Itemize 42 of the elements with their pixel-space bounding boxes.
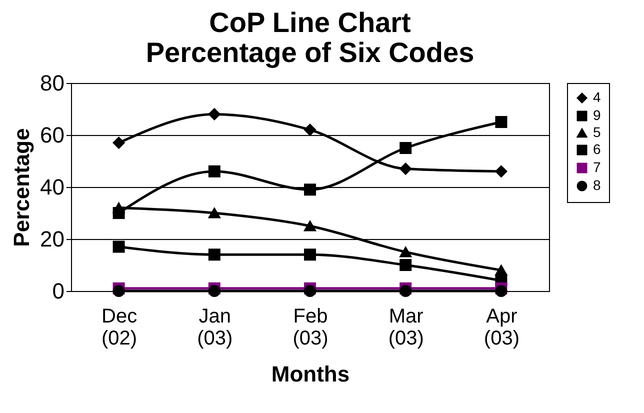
point — [304, 285, 316, 297]
point — [400, 162, 412, 175]
point — [208, 165, 220, 178]
x-tick-label: Dec (02) — [102, 306, 138, 350]
point — [400, 259, 412, 271]
text: CoP Line Chart — [209, 7, 411, 38]
legend-label: 9 — [593, 107, 601, 123]
y-tick-label: 20 — [40, 226, 64, 252]
point — [208, 248, 220, 261]
y-axis-title: Percentage — [9, 128, 34, 247]
legend-label: 5 — [593, 124, 601, 140]
point — [304, 124, 316, 136]
point — [400, 246, 412, 258]
point — [208, 208, 220, 218]
legend-label: 7 — [593, 159, 601, 175]
point — [495, 285, 508, 297]
legend-label: 8 — [593, 177, 601, 193]
point — [495, 165, 508, 178]
point — [112, 136, 125, 149]
point — [304, 220, 316, 232]
point — [304, 248, 316, 261]
point — [112, 240, 125, 253]
point — [304, 184, 316, 196]
x-tick-label: Apr (03) — [484, 306, 520, 350]
x-tick-label: Jan (03) — [197, 306, 233, 350]
y-tick-label: 40 — [40, 174, 64, 200]
y-tick-label: 60 — [40, 122, 64, 148]
text: Percentage of Six Codes — [146, 37, 474, 68]
legend-label: 6 — [593, 141, 601, 157]
point — [112, 202, 125, 214]
y-tick-label: 80 — [40, 70, 64, 96]
legend-label: 4 — [593, 89, 601, 105]
point — [495, 116, 508, 128]
point — [208, 285, 220, 297]
point — [400, 142, 412, 154]
point — [208, 108, 220, 120]
point — [400, 285, 412, 297]
y-tick-label: 0 — [52, 278, 64, 304]
point — [112, 285, 125, 297]
x-tick-label: Mar (03) — [388, 306, 424, 350]
x-axis-title: Months — [271, 362, 350, 386]
x-tick-label: Feb (03) — [292, 306, 328, 350]
